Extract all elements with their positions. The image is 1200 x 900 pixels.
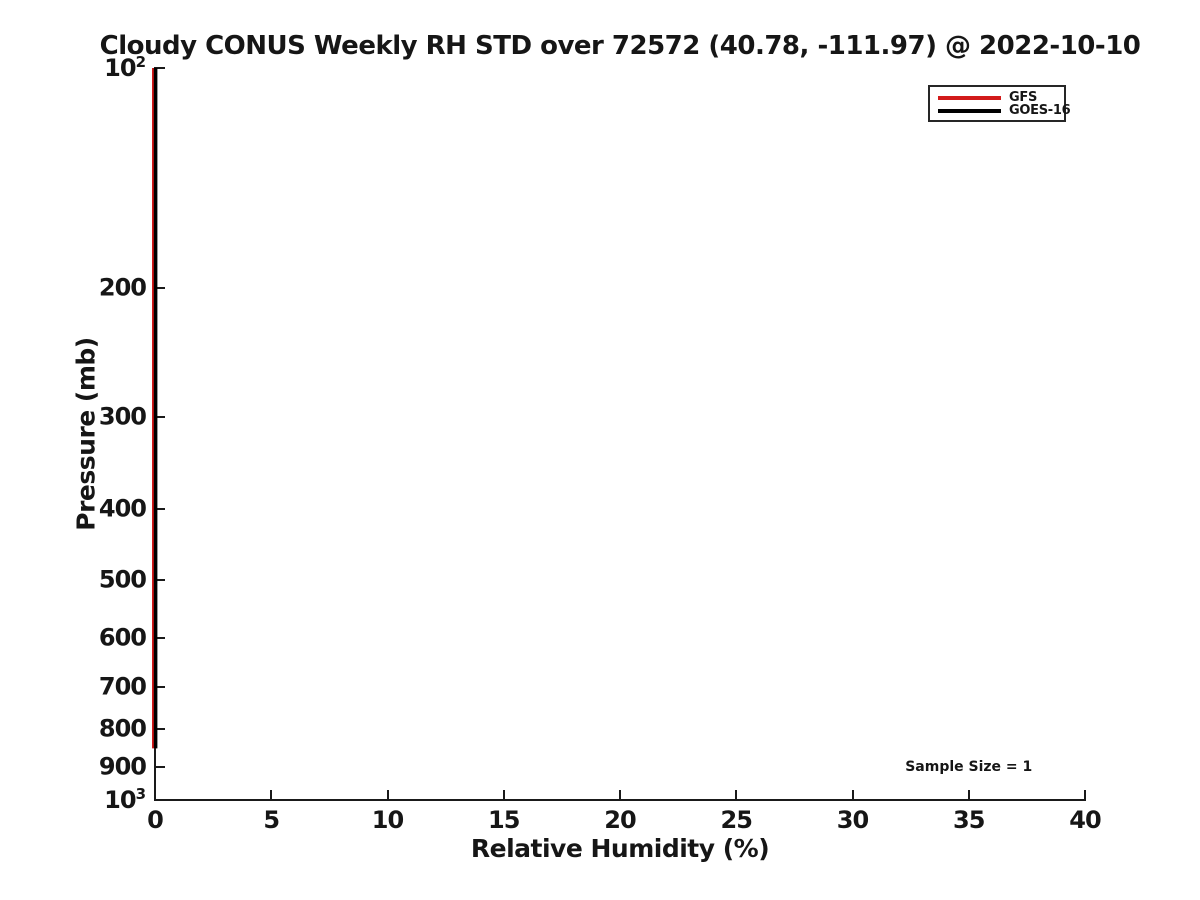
legend-label-goes16: GOES-16 (1009, 103, 1071, 118)
x-tick (967, 790, 970, 799)
legend: GFS GOES-16 (928, 85, 1071, 122)
legend-entry-goes16: GOES-16 (930, 103, 1071, 118)
x-tick-label: 35 (953, 806, 985, 834)
y-tick-label: 500 (98, 565, 147, 594)
y-tick-label: 102 (104, 52, 146, 82)
y-tick-label: 200 (98, 273, 147, 302)
x-tick-label: 40 (1069, 806, 1101, 834)
y-tick-label: 700 (98, 672, 147, 701)
x-tick-label: 5 (263, 806, 280, 834)
x-tick-label: 30 (836, 806, 869, 834)
y-tick (156, 287, 165, 290)
y-tick (156, 578, 165, 581)
x-tick (851, 790, 854, 799)
y-tick-label: 400 (98, 494, 147, 523)
y-tick (156, 799, 165, 801)
x-tick (735, 790, 738, 799)
x-tick (619, 790, 621, 799)
x-tick-label: 25 (720, 806, 753, 834)
x-tick-label: 0 (147, 806, 164, 834)
y-tick-label: 600 (98, 623, 147, 652)
x-tick-label: 20 (604, 806, 636, 834)
y-tick-label: 800 (98, 714, 147, 743)
x-axis-spine (154, 799, 1086, 801)
x-axis-label: Relative Humidity (%) (470, 834, 770, 863)
y-tick (156, 728, 165, 731)
y-tick (156, 685, 165, 688)
y-tick (156, 765, 165, 768)
x-tick (154, 790, 156, 799)
sample-size-annotation: Sample Size = 1 (905, 758, 1033, 775)
gfs-line-sample-icon (938, 95, 1001, 100)
y-tick (156, 416, 165, 419)
goes16-line-sample-icon (938, 108, 1001, 113)
x-tick (270, 790, 273, 799)
x-tick (1084, 790, 1086, 799)
y-tick-label: 300 (98, 402, 147, 431)
y-tick (156, 67, 165, 69)
x-tick (386, 790, 389, 799)
chart-title: Cloudy CONUS Weekly RH STD over 72572 (4… (99, 31, 1141, 61)
x-tick (502, 790, 505, 799)
y-tick (156, 636, 165, 639)
y-tick-label: 900 (98, 751, 147, 780)
legend-entry-gfs: GFS (930, 90, 1064, 105)
y-tick-label: 103 (104, 784, 146, 814)
y-tick (156, 507, 165, 510)
legend-label-gfs: GFS (1009, 90, 1038, 105)
x-tick-label: 15 (488, 806, 520, 834)
x-tick-label: 10 (371, 806, 404, 834)
